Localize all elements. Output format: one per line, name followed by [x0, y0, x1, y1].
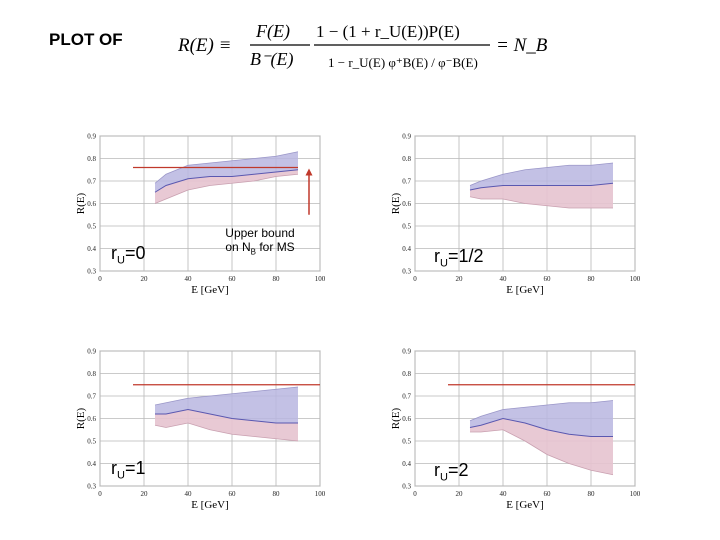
x-tick-label: 0 — [413, 490, 417, 498]
x-tick-label: 60 — [229, 490, 237, 498]
y-tick-label: 0.3 — [402, 268, 411, 276]
slide-title: PLOT OF — [49, 30, 123, 49]
y-tick-label: 0.4 — [87, 245, 96, 253]
y-tick-label: 0.8 — [87, 370, 96, 378]
x-tick-label: 80 — [273, 490, 281, 498]
x-tick-label: 20 — [141, 275, 149, 283]
y-tick-label: 0.6 — [87, 415, 96, 423]
x-tick-label: 40 — [185, 275, 193, 283]
band-upper-edge — [154, 386, 299, 406]
formula-frac1-den: B⁻(E) — [250, 49, 293, 70]
central-line — [154, 169, 299, 193]
y-tick-label: 0.8 — [87, 155, 96, 163]
band-lower-edge — [469, 196, 613, 209]
x-tick-label: 100 — [315, 490, 326, 498]
y-tick-label: 0.9 — [87, 348, 96, 356]
y-tick-label: 0.7 — [87, 178, 96, 186]
central-line — [155, 408, 298, 424]
y-tick-label: 0.3 — [87, 483, 96, 491]
y-tick-label: 0.7 — [87, 393, 96, 401]
band-lower — [155, 409, 298, 441]
x-tick-label: 20 — [141, 490, 149, 498]
central-line — [469, 182, 614, 191]
x-tick-label: 80 — [273, 275, 281, 283]
x-axis-label: E [GeV] — [506, 284, 544, 296]
y-tick-label: 0.4 — [402, 245, 411, 253]
central-line — [469, 417, 613, 437]
y-tick-label: 0.6 — [87, 200, 96, 208]
chart-panel-ru-half: 0 20 40 60 80 100 0.3 0.4 0.5 0.6 0.7 0.8 0.9 E [GeV]… — [390, 133, 641, 297]
y-tick-label: 0.9 — [87, 133, 96, 141]
x-axis-label: E [GeV] — [506, 499, 544, 511]
y-axis-label: R(E) — [390, 407, 402, 429]
band-lower-edge — [154, 422, 299, 442]
y-axis-label: R(E) — [390, 192, 402, 214]
y-tick-label: 0.8 — [402, 155, 411, 163]
x-tick-label: 40 — [185, 490, 193, 498]
y-tick-label: 0.4 — [402, 460, 411, 468]
band-lower-edge — [154, 173, 299, 204]
x-tick-label: 80 — [588, 275, 596, 283]
y-tick-label: 0.9 — [402, 348, 411, 356]
x-tick-label: 100 — [630, 490, 641, 498]
x-axis-label: E [GeV] — [191, 284, 229, 296]
upper-bound-annotation: Upper bound on NB for MS — [225, 226, 295, 257]
y-tick-label: 0.5 — [87, 438, 96, 446]
y-axis-label: R(E) — [75, 407, 87, 429]
panel-label-ru-half: rU=1/2 — [434, 246, 484, 270]
chart-panel-ru0: 0 20 40 60 80 100 0.3 0.4 0.5 0.6 0.7 0.8 0.9 E [GeV]… — [75, 133, 326, 297]
band-lower — [155, 169, 298, 204]
band-upper-edge — [469, 400, 614, 422]
arrow-head — [305, 168, 313, 176]
x-tick-label: 0 — [413, 275, 417, 283]
panel-label-ru1: rU=1 — [111, 458, 146, 482]
y-tick-label: 0.7 — [402, 393, 411, 401]
x-tick-label: 20 — [456, 275, 464, 283]
y-tick-label: 0.3 — [87, 268, 96, 276]
y-tick-label: 0.5 — [87, 223, 96, 231]
y-tick-label: 0.9 — [402, 133, 411, 141]
chart-panel-ru2: 0 20 40 60 80 100 0.3 0.4 0.5 0.6 0.7 0.8 0.9 E [GeV]… — [390, 348, 641, 512]
y-tick-label: 0.6 — [402, 200, 411, 208]
chart-panel-ru1: 0 20 40 60 80 100 0.3 0.4 0.5 0.6 0.7 0.8 0.9 E [GeV]… — [75, 348, 326, 512]
y-axis-label: R(E) — [75, 192, 87, 214]
y-tick-label: 0.6 — [402, 415, 411, 423]
y-tick-label: 0.5 — [402, 438, 411, 446]
y-tick-label: 0.5 — [402, 223, 411, 231]
panel-label-ru0: rU=0 — [111, 243, 146, 267]
formula-lhs: R(E) ≡ — [178, 35, 231, 56]
y-tick-label: 0.8 — [402, 370, 411, 378]
formula-frac2-num: 1 − (1 + r_U(E))P(E) — [316, 22, 460, 41]
y-tick-label: 0.3 — [402, 483, 411, 491]
band-upper-edge — [469, 162, 614, 186]
y-tick-label: 0.4 — [87, 460, 96, 468]
formula: R(E) ≡ F(E) B⁻(E) 1 − (1 + r_U(E))P(E) 1… — [178, 21, 548, 70]
band-upper-edge — [154, 151, 299, 184]
band-lower — [470, 418, 613, 475]
y-tick-label: 0.7 — [402, 178, 411, 186]
band-upper — [155, 151, 298, 193]
band-lower — [470, 183, 613, 208]
x-tick-label: 0 — [98, 275, 102, 283]
x-tick-label: 40 — [500, 490, 508, 498]
x-tick-label: 40 — [500, 275, 508, 283]
x-tick-label: 100 — [630, 275, 641, 283]
band-lower-edge — [470, 429, 614, 476]
formula-frac1-num: F(E) — [255, 21, 290, 42]
panel-label-ru2: rU=2 — [434, 460, 469, 484]
x-axis-label: E [GeV] — [191, 499, 229, 511]
x-tick-label: 100 — [315, 275, 326, 283]
x-tick-label: 60 — [229, 275, 237, 283]
x-tick-label: 20 — [456, 490, 464, 498]
x-tick-label: 60 — [544, 490, 552, 498]
band-upper — [470, 163, 613, 190]
formula-rhs: = N_B — [496, 35, 548, 56]
formula-frac2-den: 1 − r_U(E) φ⁺B(E) / φ⁻B(E) — [328, 55, 478, 70]
x-tick-label: 60 — [544, 275, 552, 283]
band-upper — [155, 387, 298, 423]
x-tick-label: 80 — [588, 490, 596, 498]
x-tick-label: 0 — [98, 490, 102, 498]
